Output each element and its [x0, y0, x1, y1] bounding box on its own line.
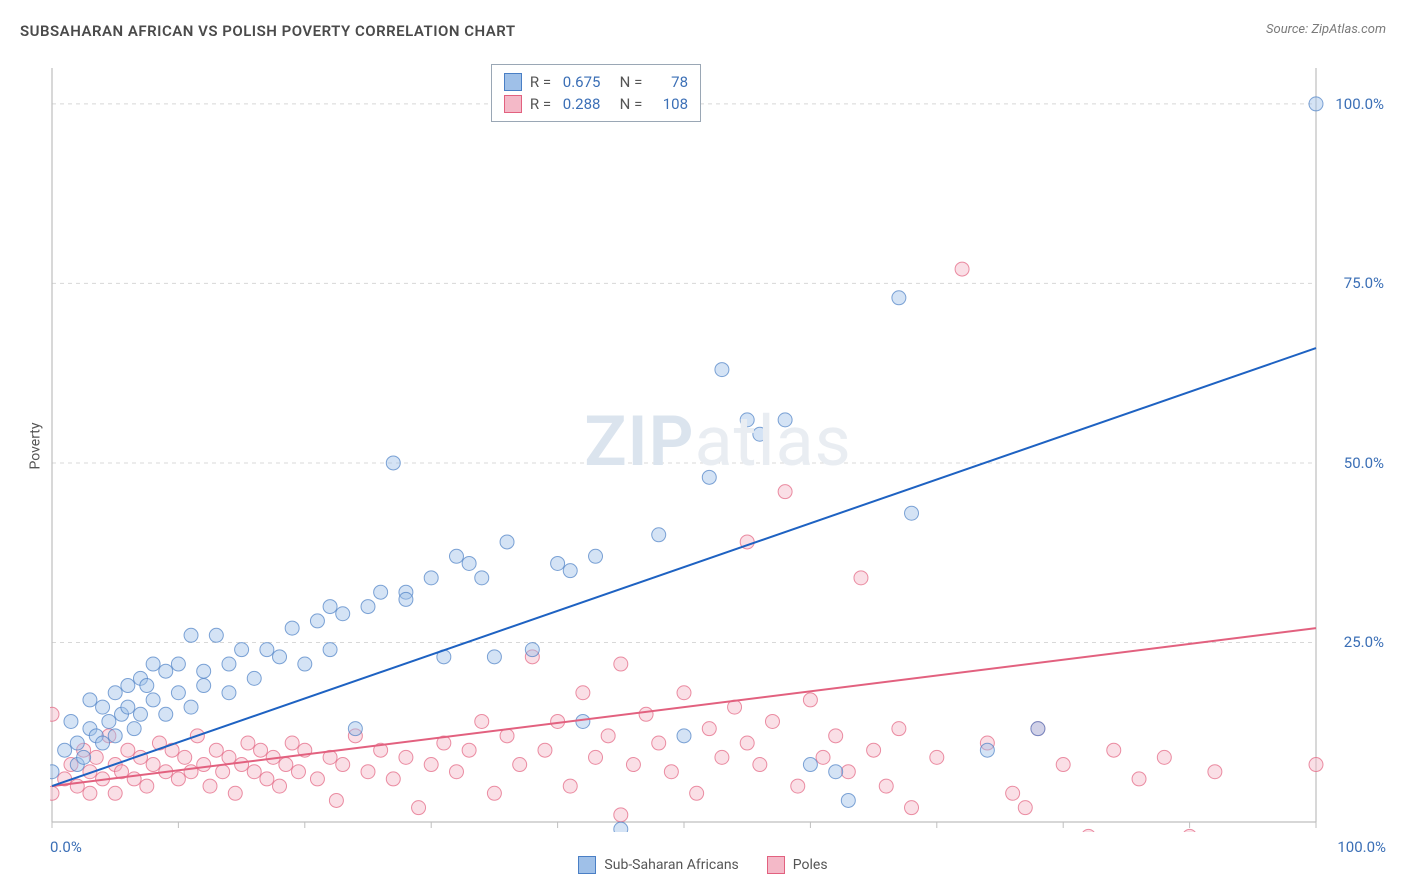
y-tick-label: 75.0%	[1344, 274, 1384, 292]
x-axis-labels: 0.0% 100.0%	[50, 838, 1386, 856]
legend-r-label: R =	[530, 71, 555, 93]
plot-area: ZIPatlas 25.0%50.0%75.0%100.0% R = 0.675…	[50, 60, 1386, 832]
legend-swatch	[504, 73, 522, 91]
legend-item: Poles	[767, 856, 828, 874]
legend-n-label: N =	[608, 93, 646, 115]
scatter-plot-svg	[50, 60, 1386, 832]
x-tick-min: 0.0%	[50, 838, 82, 856]
legend-swatch	[578, 856, 596, 874]
legend-stat-row: R = 0.288 N = 108	[504, 93, 688, 115]
x-tick-max: 100.0%	[1337, 838, 1386, 856]
legend-r-value: 0.288	[563, 93, 601, 115]
source-value: ZipAtlas.com	[1311, 22, 1386, 37]
legend-r-label: R =	[530, 93, 555, 115]
legend-item: Sub-Saharan Africans	[578, 856, 738, 874]
legend-stat-row: R = 0.675 N = 78	[504, 71, 688, 93]
legend-swatch	[767, 856, 785, 874]
legend-n-value: 108	[654, 93, 688, 115]
y-tick-label: 100.0%	[1335, 95, 1384, 113]
legend-n-label: N =	[608, 71, 646, 93]
legend-label: Poles	[793, 857, 828, 873]
y-axis-label: Poverty	[28, 422, 44, 469]
legend-label: Sub-Saharan Africans	[604, 857, 738, 873]
correlation-legend: R = 0.675 N = 78R = 0.288 N = 108	[491, 64, 701, 122]
source-attribution: Source: ZipAtlas.com	[1266, 22, 1386, 37]
legend-n-value: 78	[654, 71, 688, 93]
legend-swatch	[504, 95, 522, 113]
y-tick-label: 50.0%	[1344, 454, 1384, 472]
legend-r-value: 0.675	[563, 71, 601, 93]
chart-title: SUBSAHARAN AFRICAN VS POLISH POVERTY COR…	[20, 22, 516, 40]
series-legend: Sub-Saharan Africans Poles	[0, 856, 1406, 874]
source-label: Source:	[1266, 22, 1308, 37]
y-tick-label: 25.0%	[1344, 633, 1384, 651]
